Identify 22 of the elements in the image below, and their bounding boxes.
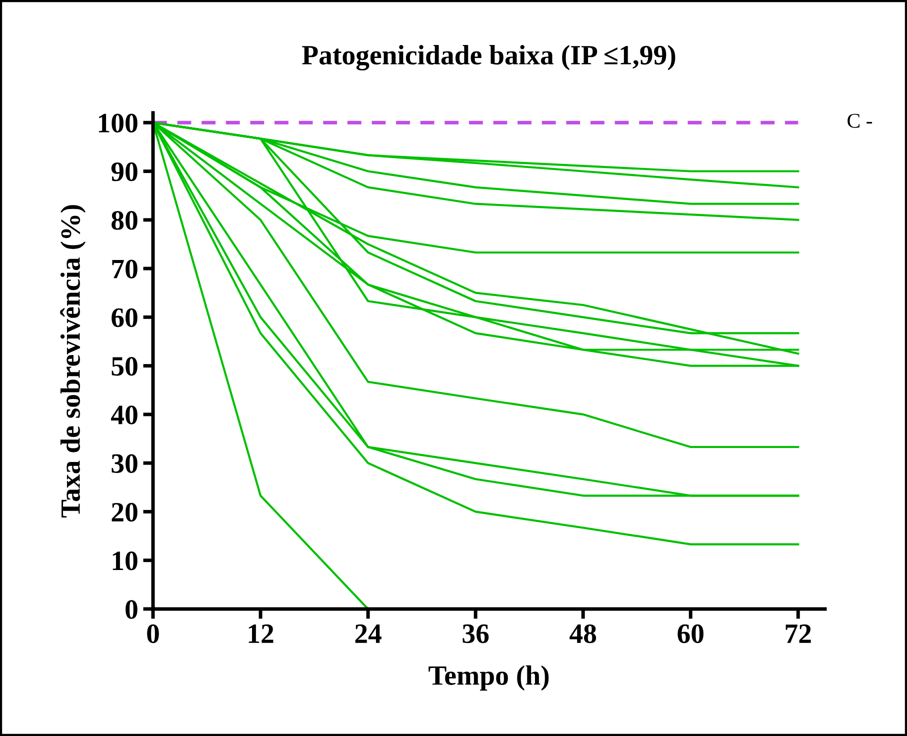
x-tick-label: 12	[248, 624, 274, 643]
x-tick-label: 36	[462, 624, 489, 644]
y-tick-label: 70	[112, 260, 138, 278]
x-tick-label: 48	[570, 624, 596, 644]
y-axis-title: Taxa de sobrevivência (%)	[60, 205, 86, 518]
x-tick-label: 0	[147, 624, 159, 644]
y-tick-label: 80	[112, 211, 138, 230]
x-axis-title: Tempo (h)	[428, 665, 549, 691]
x-tick-label: 72	[786, 624, 811, 643]
x-tick-label: 60	[678, 624, 704, 644]
y-tick-label: 40	[111, 406, 138, 424]
text: C -	[848, 114, 872, 128]
x-tick-label: 24	[355, 624, 382, 643]
chart-title: Patogenicidade baixa (IP ≤1,99)	[302, 45, 676, 70]
y-tick-label: 30	[112, 454, 138, 473]
y-tick-label: 0	[126, 600, 138, 619]
y-tick-label: 100	[98, 114, 138, 133]
y-tick-label: 10	[112, 552, 138, 570]
y-tick-label: 90	[111, 162, 138, 182]
y-tick-label: 60	[112, 308, 138, 328]
y-tick-label: 50	[112, 356, 138, 376]
y-tick-label: 20	[112, 502, 138, 522]
